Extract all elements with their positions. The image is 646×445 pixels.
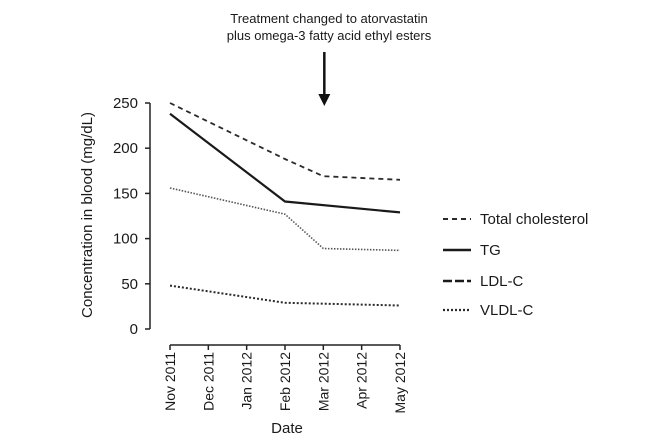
legend-label: Total cholesterol (480, 211, 588, 228)
series-line-vldl-c (169, 284, 401, 307)
y-tick-label: 100 (113, 231, 138, 248)
y-tick-label: 150 (113, 185, 138, 202)
legend-label: VLDL-C (480, 302, 534, 319)
x-tick-label: Apr 2012 (354, 352, 370, 409)
annotation-line-2: plus omega-3 fatty acid ethyl esters (227, 28, 432, 43)
legend-label: TG (480, 242, 501, 259)
series-line-ldl-c (169, 187, 401, 252)
y-tick-label: 0 (130, 321, 138, 338)
annotation-arrowhead (318, 94, 331, 106)
y-axis-label: Concentration in blood (mg/dL) (79, 112, 96, 318)
series-line-total-cholesterol (169, 102, 401, 181)
y-tick-label: 50 (121, 276, 138, 293)
x-tick-label: Jan 2012 (239, 352, 255, 410)
x-axis-label: Date (271, 420, 303, 437)
x-tick-label: Feb 2012 (277, 352, 293, 411)
x-tick-label: Dec 2011 (200, 352, 216, 411)
annotation-line-1: Treatment changed to atorvastatin (230, 11, 428, 26)
y-tick-label: 250 (113, 95, 138, 112)
series-line-tg (169, 112, 401, 214)
legend-label: LDL-C (480, 273, 524, 290)
y-tick-label: 200 (113, 140, 138, 157)
x-tick-label: Mar 2012 (315, 352, 331, 411)
x-tick-label: May 2012 (392, 352, 408, 414)
treatment-annotation: Treatment changed to atorvastatin plus o… (227, 11, 432, 43)
x-tick-label: Nov 2011 (162, 352, 178, 411)
